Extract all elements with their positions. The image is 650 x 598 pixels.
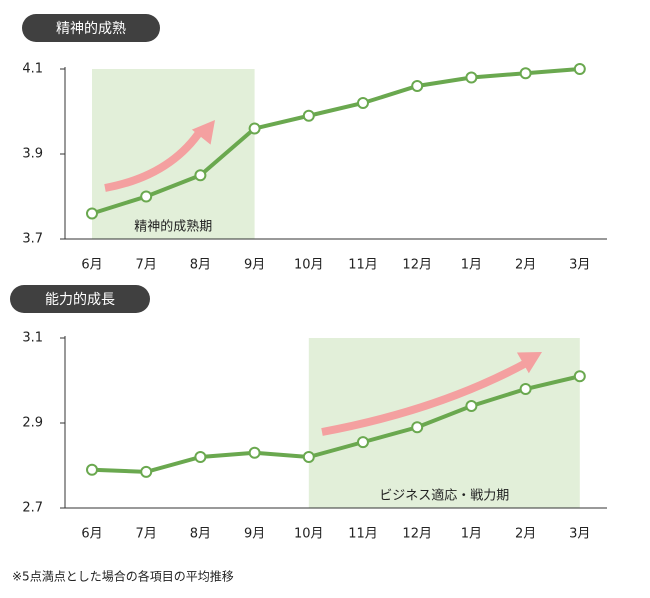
x-tick-label: 1月 (461, 258, 482, 273)
data-point (357, 97, 369, 109)
data-point (194, 451, 207, 463)
data-point (465, 400, 478, 412)
data-point (573, 63, 586, 75)
data-point (357, 436, 369, 449)
x-tick-label: 1月 (461, 527, 482, 542)
x-tick-label: 8月 (190, 527, 211, 542)
x-tick-label: 2月 (515, 258, 536, 273)
chart-title: 能力的成長 (45, 292, 115, 308)
trend-arrow (104, 127, 205, 192)
highlight-region (92, 69, 255, 239)
y-tick-label: 3.7 (22, 232, 43, 247)
x-tick-label: 10月 (294, 527, 324, 542)
data-point (411, 421, 424, 434)
x-tick-label: 11月 (348, 527, 378, 542)
y-tick-label: 3.9 (22, 147, 43, 162)
chart-title: 精神的成熟 (56, 21, 126, 37)
x-tick-label: 8月 (190, 258, 211, 273)
line-series (91, 374, 581, 474)
x-tick-label: 11月 (348, 258, 378, 273)
footnote: ※5点満点とした場合の各項目の平均推移 (12, 569, 234, 584)
data-point (519, 383, 532, 395)
x-tick-label: 9月 (244, 527, 265, 542)
data-point (411, 80, 424, 92)
data-point (573, 370, 586, 383)
data-point (248, 122, 261, 135)
x-tick-label: 6月 (81, 527, 102, 542)
highlight-label: 精神的成熟期 (134, 219, 212, 235)
y-tick-label: 2.7 (22, 501, 43, 516)
data-point (140, 190, 153, 203)
trend-arrow-head (191, 120, 215, 145)
x-tick-label: 7月 (136, 527, 157, 542)
x-tick-label: 12月 (402, 258, 432, 273)
title-pill (10, 285, 150, 313)
x-tick-label: 3月 (569, 258, 590, 273)
data-point (194, 169, 207, 182)
highlight-label: ビジネス適応・戦力期 (379, 488, 509, 504)
y-tick-label: 2.9 (22, 416, 43, 431)
x-tick-label: 10月 (294, 258, 324, 273)
x-tick-label: 9月 (244, 258, 265, 273)
data-point (519, 67, 532, 80)
data-point (302, 109, 315, 122)
data-point (465, 71, 478, 84)
x-tick-label: 12月 (402, 527, 432, 542)
data-point (248, 446, 261, 459)
line-series (91, 67, 580, 216)
x-tick-label: 6月 (81, 258, 102, 273)
y-tick-label: 4.1 (22, 62, 43, 77)
data-point (140, 465, 153, 478)
x-tick-label: 7月 (136, 258, 157, 273)
trend-arrow-head (516, 352, 542, 374)
title-pill (22, 14, 160, 42)
data-point (302, 451, 315, 463)
data-point (86, 463, 98, 476)
x-tick-label: 3月 (569, 527, 590, 542)
trend-arrow (321, 358, 530, 436)
data-point (86, 207, 98, 220)
y-tick-label: 3.1 (22, 331, 43, 346)
x-tick-label: 2月 (515, 527, 536, 542)
